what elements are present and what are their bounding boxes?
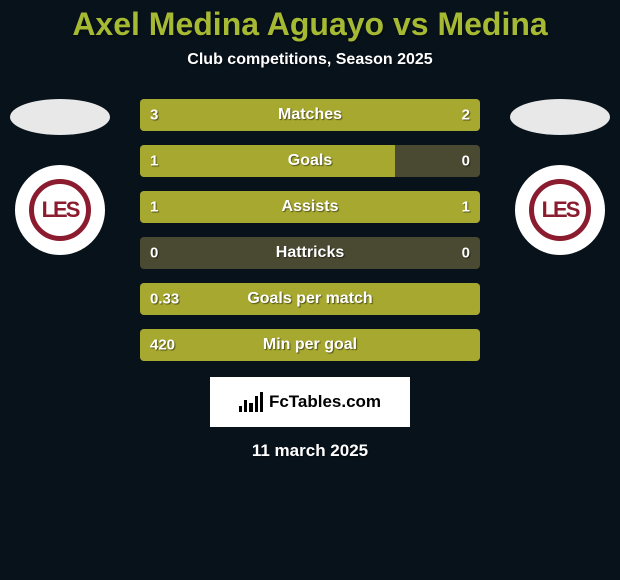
left-player-column: LES — [10, 99, 110, 255]
bar-segment-left — [140, 145, 395, 177]
content-area: LES LES 3 2 Matches 1 0 Goals 1 1 Assists 0 0 Hattr… — [0, 99, 620, 461]
comparison-infographic: Axel Medina Aguayo vs Medina Club compet… — [0, 0, 620, 580]
bar-value-left: 1 — [150, 199, 158, 216]
bar-value-right: 0 — [462, 245, 470, 262]
right-player-column: LES — [510, 99, 610, 255]
stat-bar-row: 0.33 Goals per match — [140, 283, 480, 315]
bar-label: Matches — [278, 106, 342, 124]
bar-label: Goals — [288, 152, 332, 170]
bar-label: Goals per match — [247, 290, 372, 308]
club-badge-left-text: LES — [29, 179, 91, 241]
stat-bars: 3 2 Matches 1 0 Goals 1 1 Assists 0 0 Hattricks 0.33… — [140, 99, 480, 361]
stat-bar-row: 3 2 Matches — [140, 99, 480, 131]
bar-value-left: 0.33 — [150, 291, 179, 308]
bar-value-right: 0 — [462, 153, 470, 170]
stat-bar-row: 420 Min per goal — [140, 329, 480, 361]
stat-bar-row: 1 0 Goals — [140, 145, 480, 177]
club-badge-right-text: LES — [529, 179, 591, 241]
page-title: Axel Medina Aguayo vs Medina — [0, 0, 620, 43]
logo-text: FcTables.com — [269, 392, 381, 412]
player-silhouette-right — [510, 99, 610, 135]
bar-value-right: 2 — [462, 107, 470, 124]
player-silhouette-left — [10, 99, 110, 135]
bar-label: Min per goal — [263, 336, 357, 354]
bar-value-left: 1 — [150, 153, 158, 170]
fctables-logo: FcTables.com — [210, 377, 410, 427]
subtitle: Club competitions, Season 2025 — [0, 51, 620, 69]
date-text: 11 march 2025 — [0, 441, 620, 461]
bar-value-left: 420 — [150, 337, 175, 354]
stat-bar-row: 1 1 Assists — [140, 191, 480, 223]
bar-label: Hattricks — [276, 244, 344, 262]
club-badge-left: LES — [15, 165, 105, 255]
bar-value-left: 3 — [150, 107, 158, 124]
bar-value-left: 0 — [150, 245, 158, 262]
bar-chart-icon — [239, 392, 263, 412]
bar-label: Assists — [282, 198, 339, 216]
club-badge-right: LES — [515, 165, 605, 255]
bar-value-right: 1 — [462, 199, 470, 216]
stat-bar-row: 0 0 Hattricks — [140, 237, 480, 269]
bar-segment-right — [344, 99, 480, 131]
